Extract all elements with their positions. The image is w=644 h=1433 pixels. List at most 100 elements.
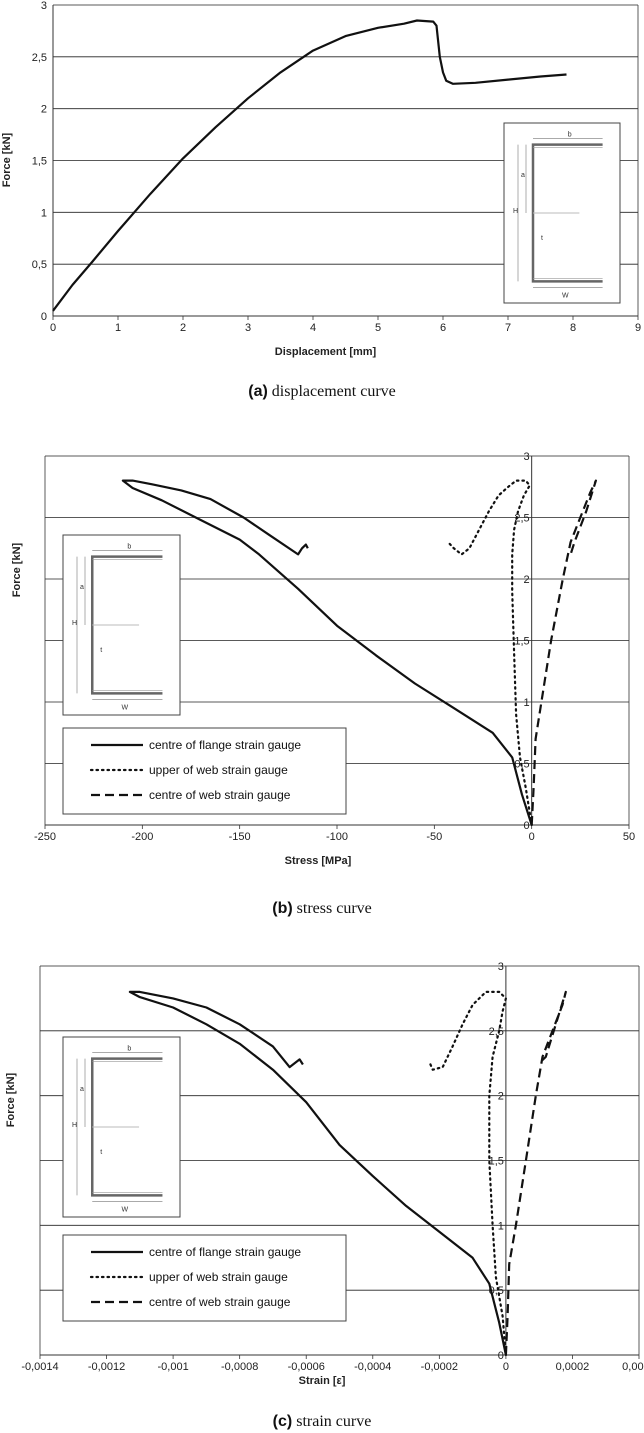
- figure-caption: (b) stress curve: [272, 900, 372, 917]
- x-tick-label: -0,0002: [421, 1361, 458, 1373]
- x-tick-label: 9: [635, 322, 641, 334]
- y-tick-label: 1,5: [32, 156, 47, 168]
- series-line-dotted: [428, 990, 507, 1357]
- series-line-solid: [128, 990, 507, 1356]
- y-tick-label: 2,5: [514, 513, 529, 525]
- series-line-solid: [121, 479, 533, 826]
- dim-label-t: t: [100, 1149, 102, 1156]
- y-axis-label: Force [kN]: [11, 542, 23, 597]
- figure-caption: (a) displacement curve: [248, 383, 396, 400]
- dim-label-a: a: [80, 1086, 84, 1093]
- x-tick-label: 5: [375, 322, 381, 334]
- y-tick-label: 1: [524, 697, 530, 709]
- caption-text: stress curve: [297, 900, 372, 917]
- channel-section-icon: [517, 138, 603, 288]
- x-tick-label: -0,0012: [88, 1361, 125, 1373]
- x-tick-label: -250: [34, 831, 56, 843]
- x-tick-label: 50: [623, 831, 635, 843]
- legend-entry: centre of web strain gauge: [149, 1295, 291, 1309]
- y-tick-label: 1,5: [489, 1156, 504, 1168]
- y-tick-label: 3: [498, 961, 504, 973]
- dim-label-b: b: [127, 1046, 131, 1053]
- x-tick-label: 0: [50, 322, 56, 334]
- caption-letter: (a): [248, 383, 268, 400]
- x-tick-label: 8: [570, 322, 576, 334]
- dim-label-a: a: [80, 584, 84, 591]
- y-tick-label: 2,5: [32, 52, 47, 64]
- y-tick-label: 0,5: [32, 259, 47, 271]
- x-tick-label: -0,0014: [21, 1361, 58, 1373]
- legend: centre of flange strain gauge upper of we…: [62, 1234, 347, 1322]
- x-tick-label: 0: [503, 1361, 509, 1373]
- y-axis-label: Force [kN]: [1, 132, 13, 187]
- dim-label-h: H: [72, 1122, 77, 1129]
- chart-b: -250 -200 -150 -100 -50 0 5000,511,522,53Stres…: [11, 451, 635, 917]
- x-tick-label: 1: [115, 322, 121, 334]
- channel-section-icon: [76, 1052, 163, 1202]
- y-tick-label: 0: [41, 311, 47, 323]
- series-line-solid: [52, 19, 567, 312]
- legend-entry: upper of web strain gauge: [149, 1270, 288, 1284]
- caption-text: strain curve: [296, 1413, 371, 1430]
- x-tick-label: 0: [529, 831, 535, 843]
- dim-label-w: W: [122, 1206, 129, 1213]
- legend-entry: upper of web strain gauge: [149, 763, 288, 777]
- legend-box: [62, 727, 347, 815]
- x-tick-label: -0,001: [158, 1361, 189, 1373]
- y-axis-label: Force [kN]: [5, 1072, 17, 1127]
- y-tick-label: 2: [498, 1091, 504, 1103]
- y-tick-label: 1: [41, 207, 47, 219]
- y-tick-label: 3: [41, 0, 47, 12]
- y-tick-label: 2,5: [489, 1026, 504, 1038]
- x-tick-label: -50: [426, 831, 442, 843]
- legend-entry: centre of flange strain gauge: [149, 738, 301, 752]
- x-tick-label: -0,0004: [354, 1361, 391, 1373]
- x-tick-label: 3: [245, 322, 251, 334]
- dim-label-a: a: [521, 172, 525, 179]
- x-tick-label: 0,0004: [622, 1361, 644, 1373]
- caption-letter: (c): [273, 1413, 293, 1430]
- y-tick-label: 2: [41, 104, 47, 116]
- legend: centre of flange strain gauge upper of we…: [62, 727, 347, 815]
- x-tick-label: 6: [440, 322, 446, 334]
- chart-a: 0 1 2 3 4 5 6 7 8 9 0 0,5 1 1,5 2 2,5 3 Displacement [mm]…: [1, 0, 641, 400]
- x-tick-label: 2: [180, 322, 186, 334]
- series-line-dashed: [504, 990, 567, 1356]
- dim-label-w: W: [122, 704, 129, 711]
- y-tick-label: 1,5: [514, 636, 529, 648]
- dim-label-b: b: [568, 132, 572, 139]
- series-line-dotted: [446, 479, 533, 827]
- x-tick-label: 4: [310, 322, 316, 334]
- x-axis-label: Stress [MPa]: [285, 855, 352, 867]
- x-tick-label: -0,0008: [221, 1361, 258, 1373]
- channel-section-icon: [76, 550, 163, 700]
- dim-label-h: H: [72, 620, 77, 627]
- x-tick-label: -150: [229, 831, 251, 843]
- chart-c: -0,0014 -0,0012 -0,001 -0,0008 -0,0006 -0,000…: [5, 961, 644, 1430]
- x-axis-label: Strain [ε]: [299, 1375, 346, 1387]
- caption-text: displacement curve: [272, 383, 396, 400]
- x-tick-label: -100: [326, 831, 348, 843]
- x-tick-label: -0,0006: [288, 1361, 325, 1373]
- figure-caption: (c) strain curve: [273, 1413, 372, 1430]
- dim-label-t: t: [541, 235, 543, 242]
- legend-box: [62, 1234, 347, 1322]
- x-tick-label: 7: [505, 322, 511, 334]
- series-line-dashed: [530, 479, 597, 826]
- y-tick-label: 1: [498, 1220, 504, 1232]
- dim-label-t: t: [100, 647, 102, 654]
- legend-entry: centre of web strain gauge: [149, 788, 291, 802]
- dim-label-w: W: [562, 292, 569, 299]
- y-tick-label: 2: [524, 574, 530, 586]
- x-tick-label: -200: [131, 831, 153, 843]
- x-tick-label: 0,0002: [556, 1361, 590, 1373]
- y-tick-label: 0: [524, 820, 530, 832]
- caption-letter: (b): [272, 900, 292, 917]
- y-tick-label: 0: [498, 1350, 504, 1362]
- legend-entry: centre of flange strain gauge: [149, 1245, 301, 1259]
- dim-label-h: H: [513, 208, 518, 215]
- y-tick-label: 3: [524, 451, 530, 463]
- dim-label-b: b: [127, 544, 131, 551]
- x-axis-label: Displacement [mm]: [275, 346, 377, 358]
